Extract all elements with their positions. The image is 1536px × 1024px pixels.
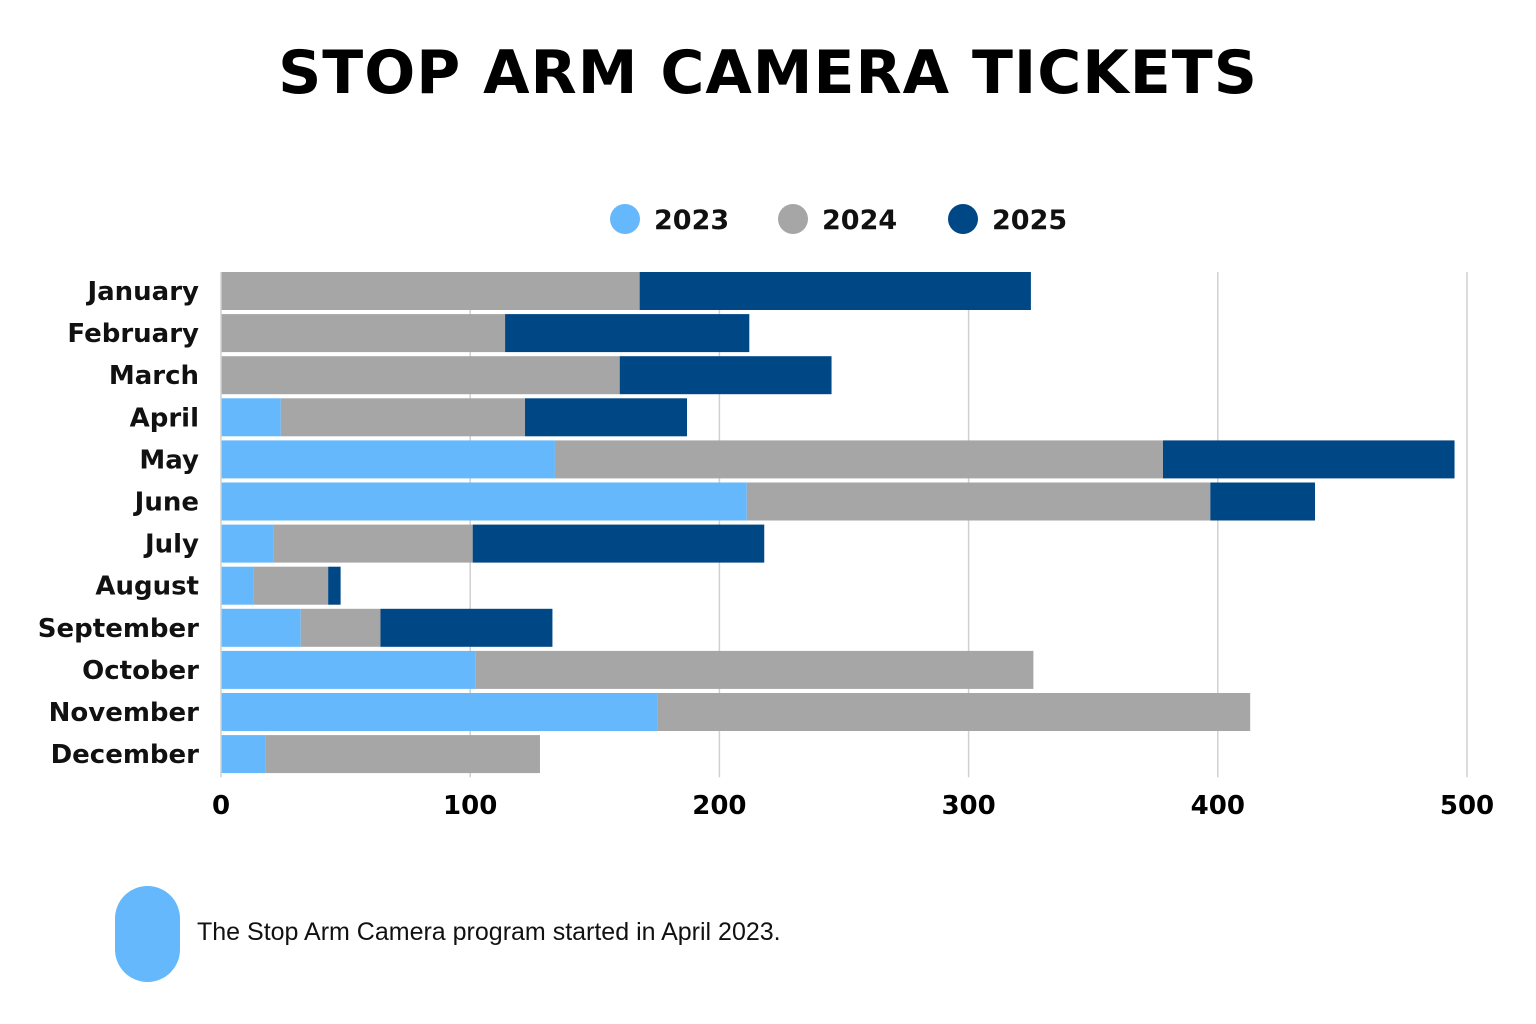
bar-2025 [328,566,341,605]
bar-2023 [221,524,274,563]
x-tick-label: 100 [443,791,497,821]
bar-2025 [380,608,553,647]
y-category-label: October [82,656,199,686]
bar-2023 [221,482,747,521]
y-category-label: August [95,572,199,602]
y-category-label: November [49,698,200,728]
y-category-label: July [143,530,199,560]
legend-marker-2023 [610,204,640,234]
bar-2023 [221,398,281,437]
y-category-label: December [51,740,200,770]
bar-2025 [1210,482,1315,521]
y-category-label: May [139,445,199,475]
bar-2024 [657,693,1251,731]
legend-marker-2024 [778,204,808,234]
bar-2024 [273,524,473,563]
bar-2024 [221,356,620,395]
bar-2024 [475,650,1034,689]
bar-2024 [221,272,640,310]
bar-2024 [221,314,506,353]
bar-2024 [265,735,540,774]
bar-2023 [221,650,476,689]
x-tick-label: 200 [692,791,746,821]
bar-2024 [253,566,329,605]
x-tick-label: 300 [941,791,995,821]
y-category-label: February [67,319,199,349]
legend-label: 2025 [992,205,1067,236]
bar-2025 [639,272,1031,310]
legend-label: 2023 [654,205,729,236]
y-category-label: April [130,403,199,433]
bar-2025 [1162,440,1455,479]
y-category-label: January [85,277,199,307]
bar-2024 [300,608,381,647]
y-category-label: September [38,614,199,644]
bar-2023 [221,735,266,774]
legend-marker-2025 [948,204,978,234]
footnote: The Stop Arm Camera program started in A… [197,918,781,946]
bar-2023 [221,566,254,605]
legend-label: 2024 [822,205,897,236]
x-tick-label: 400 [1191,791,1245,821]
chart-title: STOP ARM CAMERA TICKETS [278,38,1258,108]
bar-2025 [619,356,832,395]
bar-2023 [221,440,555,479]
y-category-label: June [133,488,199,518]
bar-2024 [554,440,1163,479]
x-tick-label: 500 [1440,791,1494,821]
bar-2024 [280,398,526,437]
x-tick-label: 0 [212,791,230,821]
bar-2025 [525,398,688,437]
note-marker [115,886,180,982]
bar-2023 [221,693,658,731]
bar-2024 [746,482,1211,521]
bar-2025 [472,524,765,563]
y-category-label: March [109,361,199,391]
bar-2023 [221,608,301,647]
bar-2025 [505,314,750,353]
